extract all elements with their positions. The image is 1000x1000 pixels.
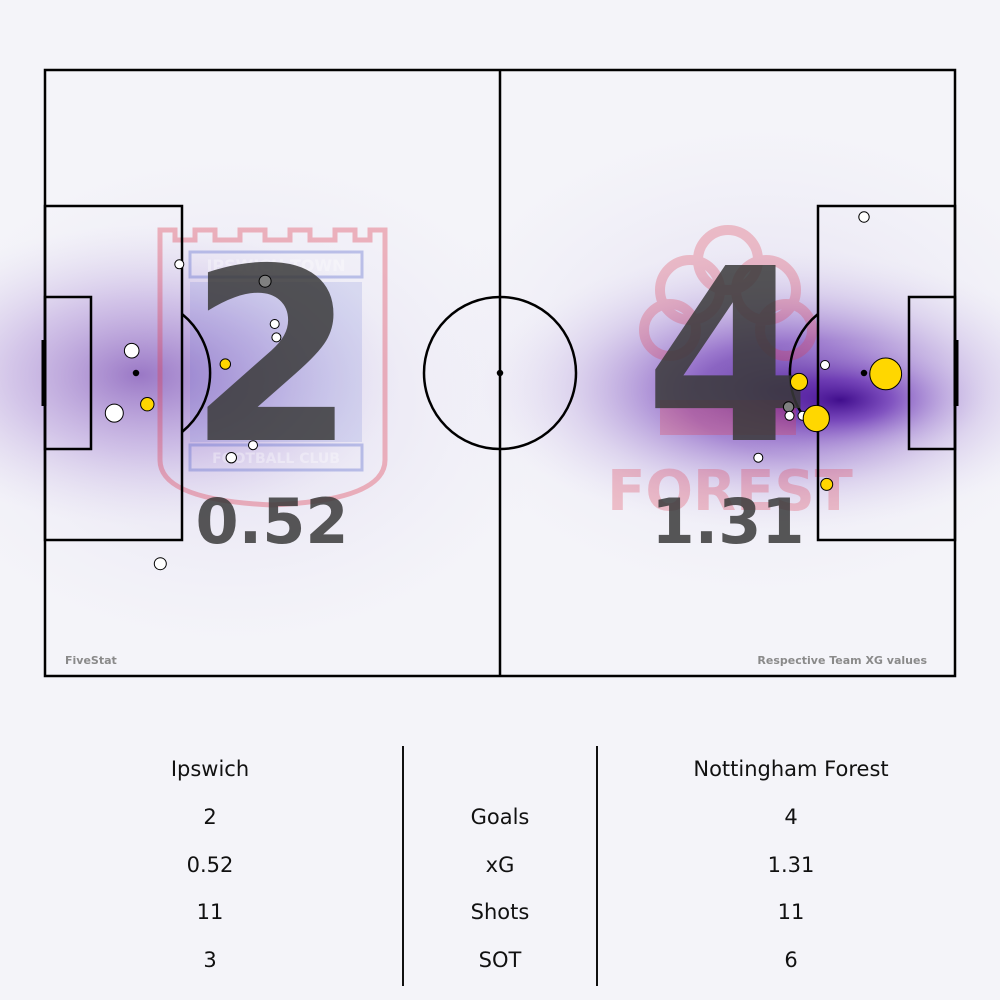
shots-label: Shots <box>470 900 530 924</box>
centre-circle <box>422 295 578 451</box>
shot-markers <box>104 211 903 571</box>
home-shot-1 <box>258 274 272 288</box>
ipswich-logo-top-text: IPSWICH TOWN <box>206 256 345 275</box>
home-shot-10 <box>225 452 238 464</box>
away-shots-value: 11 <box>777 900 805 924</box>
stats-divider-right <box>596 746 598 986</box>
away-shot-10 <box>820 477 834 491</box>
away-shot-2 <box>820 360 830 370</box>
brand-label: FiveStat <box>65 654 117 667</box>
away-shot-5 <box>784 410 795 421</box>
away-goals-label: 4 <box>645 217 812 497</box>
stats-divider-left <box>402 746 404 986</box>
away-shot-1 <box>869 357 903 391</box>
left-penalty-arc <box>181 313 212 433</box>
heat-right-core <box>690 340 990 460</box>
home-shot-9 <box>248 440 258 451</box>
home-shot-4 <box>219 358 232 370</box>
away-shot-3 <box>790 372 808 391</box>
forest-logo: FOREST <box>607 225 853 524</box>
sot-label: SOT <box>478 948 522 972</box>
pitch <box>41 68 959 678</box>
away-xg-label: 1.31 <box>652 485 805 558</box>
shot-density-heatmap <box>0 120 1000 650</box>
home-shot-7 <box>140 397 155 412</box>
forest-logo-text: FOREST <box>607 459 853 524</box>
ipswich-logo: IPSWICH TOWN FOOTBALL CLUB <box>157 227 388 508</box>
away-goals-value: 4 <box>784 805 798 829</box>
home-shot-11 <box>153 557 167 571</box>
home-xg-label: 0.52 <box>196 485 349 558</box>
away-shot-0 <box>858 211 870 223</box>
ipswich-logo-bottom-text: FOOTBALL CLUB <box>212 451 340 467</box>
away-sot-value: 6 <box>784 948 798 972</box>
right-penalty-spot <box>860 369 868 377</box>
away-xg-value: 1.31 <box>767 853 815 877</box>
home-xg-value: 0.52 <box>186 853 234 877</box>
home-shot-3 <box>271 332 282 343</box>
home-shot-5 <box>123 342 140 359</box>
home-goals-label: 2 <box>189 217 356 497</box>
stats-table: Ipswich 2 0.52 11 3 Goals xG Shots SOT N… <box>0 700 1000 1000</box>
away-shot-8 <box>802 404 830 433</box>
away-team-name: Nottingham Forest <box>693 757 889 781</box>
xg-label: xG <box>485 853 515 877</box>
home-shot-8 <box>104 403 124 423</box>
home-shot-6 <box>133 370 139 376</box>
home-shots-value: 11 <box>196 900 224 924</box>
heat-left <box>0 225 400 525</box>
home-sot-value: 3 <box>203 948 217 972</box>
goals-label: Goals <box>470 805 530 829</box>
xg-note-label: Respective Team XG values <box>757 654 927 667</box>
home-team-name: Ipswich <box>170 757 250 781</box>
away-shot-4 <box>782 401 795 413</box>
centre-spot <box>496 369 504 377</box>
home-shot-2 <box>269 319 280 329</box>
home-goals-value: 2 <box>203 805 217 829</box>
away-shot-9 <box>753 452 764 463</box>
home-shot-0 <box>174 259 185 270</box>
shot-map-chart: IPSWICH TOWN FOOTBALL CLUB FOREST 2 4 0.… <box>0 68 1000 678</box>
